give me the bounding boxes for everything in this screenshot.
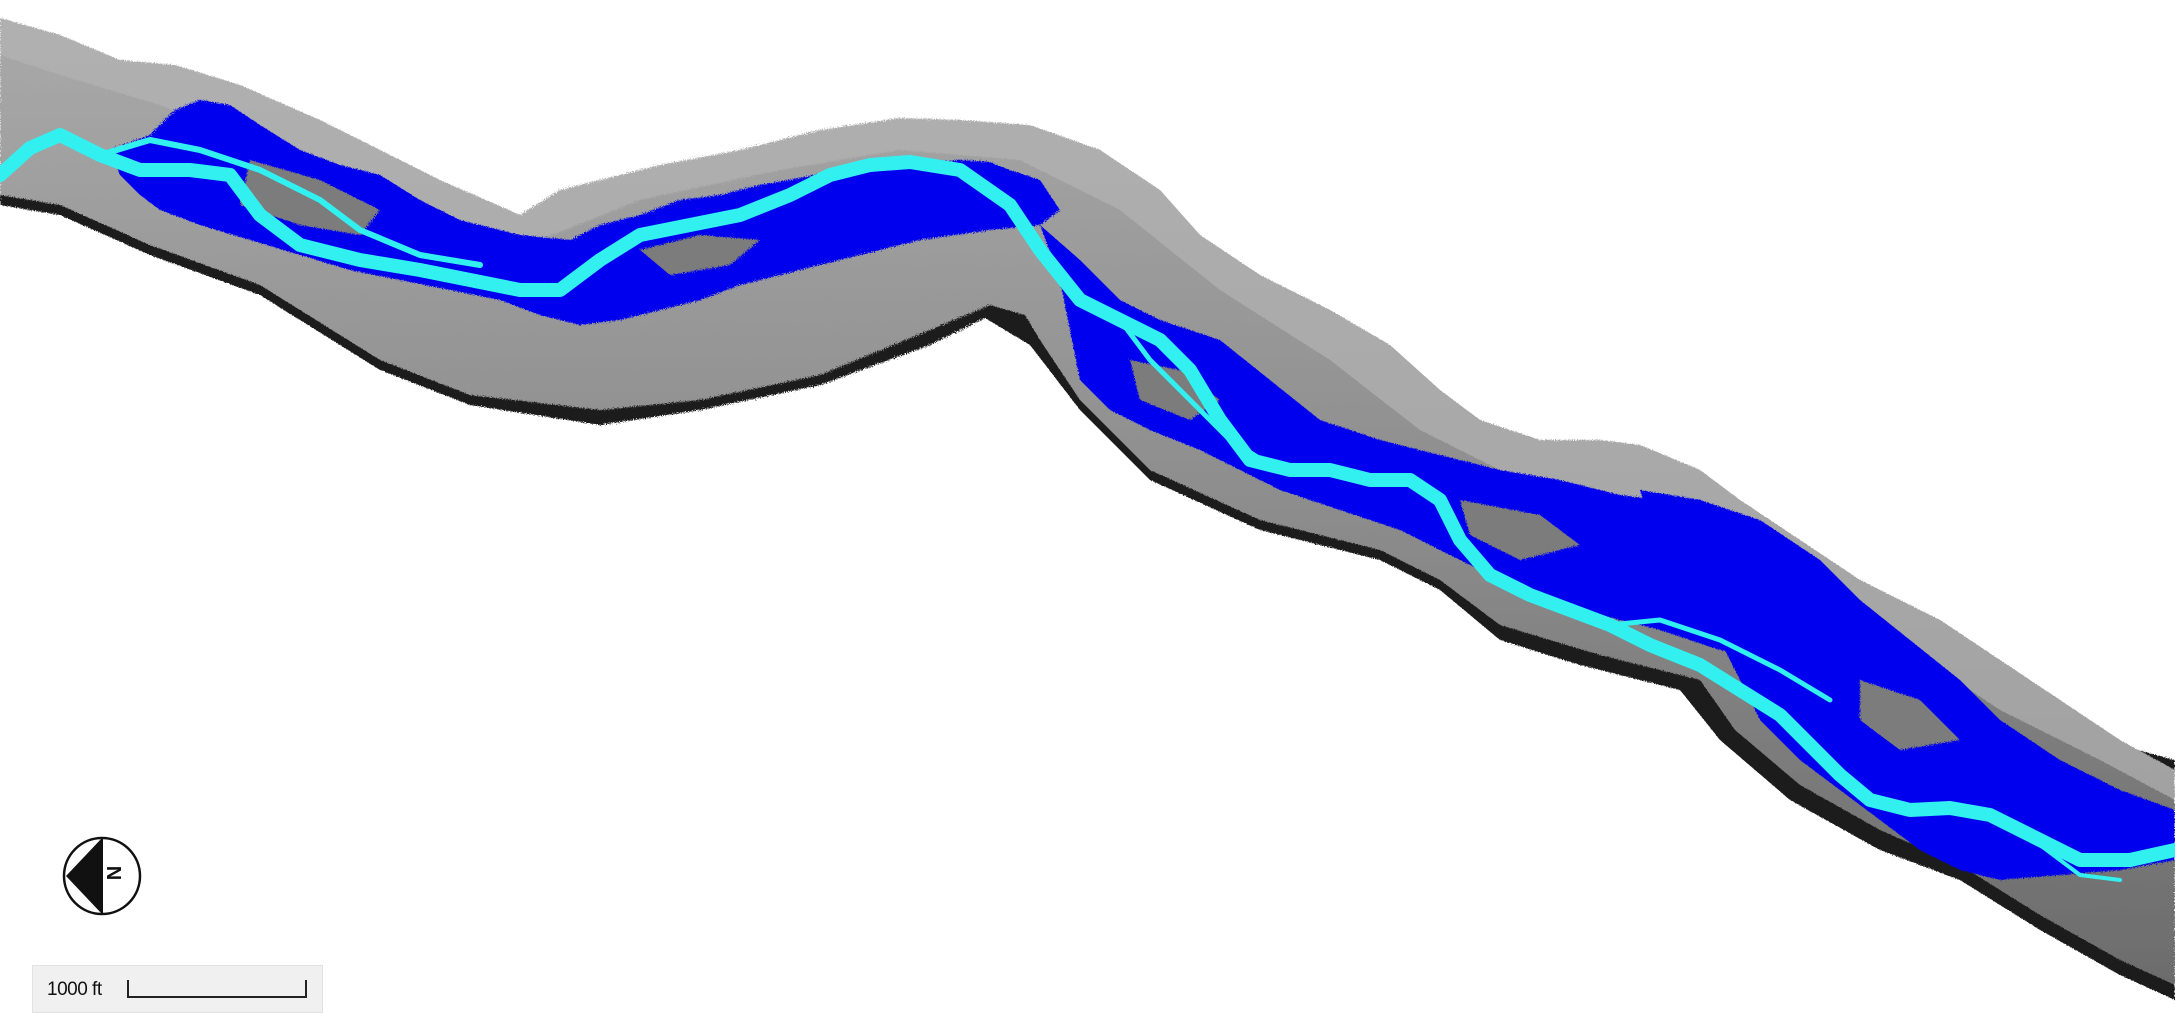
north-letter: N bbox=[104, 865, 127, 881]
channel-secondary-2 bbox=[1117, 317, 1273, 468]
flood-extent-downstream bbox=[1640, 490, 2175, 880]
north-arrow: N bbox=[62, 836, 142, 916]
flood-extent-middle bbox=[1040, 225, 1820, 660]
channel-secondary-4 bbox=[1988, 813, 2122, 882]
channel-layer bbox=[0, 128, 2175, 882]
scale-label: 1000 ft bbox=[47, 979, 102, 1000]
channel-secondary-3 bbox=[1607, 617, 1833, 703]
north-arrow-icon bbox=[62, 836, 142, 916]
channel-secondary-1 bbox=[97, 137, 483, 268]
flood-extent-upstream bbox=[110, 100, 1060, 325]
scale-bar: 1000 ft bbox=[32, 965, 323, 1013]
channel-main bbox=[0, 128, 2175, 867]
scale-line bbox=[127, 980, 307, 998]
island-2 bbox=[640, 235, 760, 275]
island-5 bbox=[1860, 680, 1960, 750]
terrain-highlight bbox=[0, 18, 2175, 800]
island-4 bbox=[1460, 500, 1580, 560]
